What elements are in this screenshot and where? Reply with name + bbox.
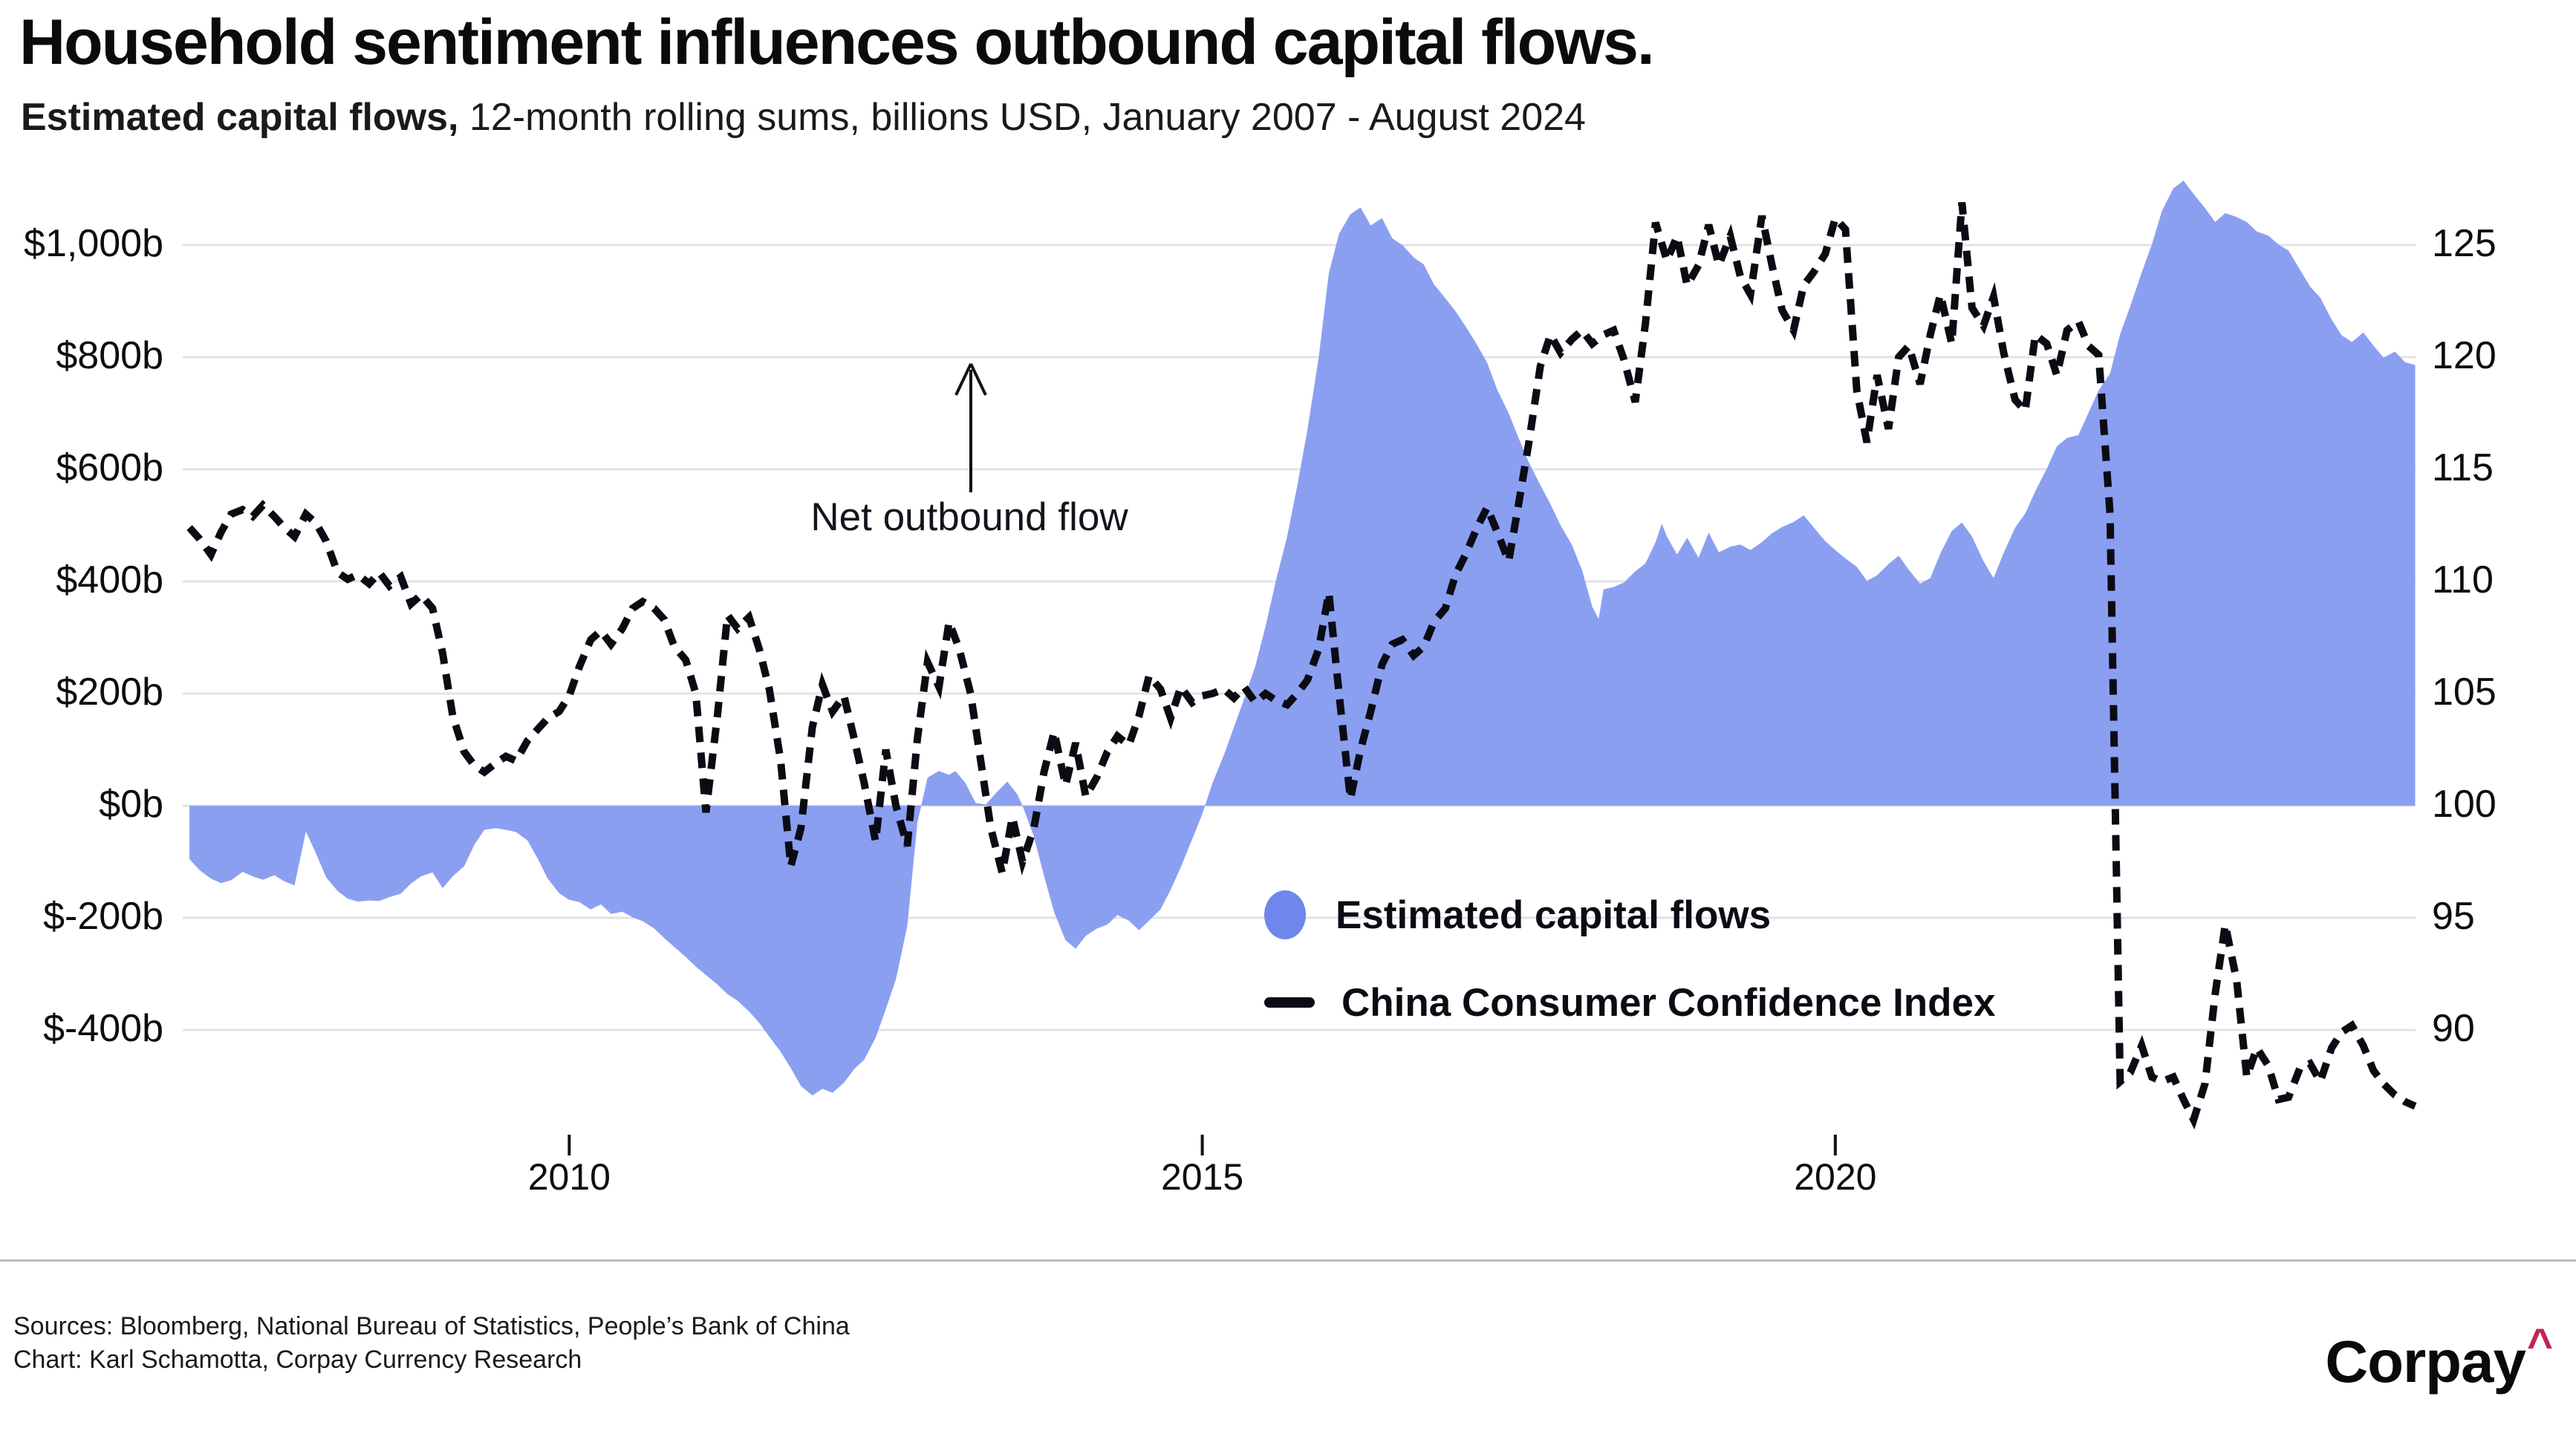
x-axis-label: 2010 (527, 1156, 611, 1198)
x-axis-label: 2020 (1794, 1156, 1877, 1198)
y-axis-label: $600b (56, 446, 163, 489)
source-credits: Sources: Bloomberg, National Bureau of S… (13, 1310, 850, 1377)
chart-subtitle: Estimated capital flows, 12-month rollin… (21, 95, 1586, 140)
y-right-axis-label: 125 (2432, 222, 2497, 265)
y-axis-label: $-200b (43, 895, 163, 938)
subtitle-bold-segment: Estimated capital flows, (21, 96, 459, 139)
legend-label-capital-flows: Estimated capital flows (1336, 893, 1772, 937)
capital-flows-area (189, 180, 2416, 1096)
footer-divider (0, 1259, 2576, 1262)
cci-dashed-line (186, 202, 2417, 1130)
y-right-axis-label: 100 (2432, 783, 2497, 826)
corpay-wordmark: Corpay (2325, 1328, 2526, 1395)
page-title: Household sentiment influences outbound … (19, 7, 1655, 78)
y-right-axis-label: 115 (2432, 446, 2494, 489)
corpay-caret-icon: ^ (2526, 1320, 2553, 1369)
y-right-axis-label: 110 (2432, 558, 2494, 601)
cci-line-swatch-icon (1264, 997, 1315, 1008)
y-axis-label: $800b (56, 334, 163, 377)
legend-item-cci: China Consumer Confidence Index (1264, 973, 1996, 1032)
net-outbound-flow-annotation: Net outbound flow (810, 495, 1128, 539)
subtitle-rest-segment: 12-month rolling sums, billions USD, Jan… (458, 96, 1586, 139)
y-right-axis-label: 105 (2432, 671, 2497, 714)
y-axis-label: $400b (56, 558, 163, 601)
y-axis-label: $200b (56, 671, 163, 714)
y-right-axis-label: 90 (2432, 1007, 2475, 1050)
sources-line: Sources: Bloomberg, National Bureau of S… (13, 1312, 850, 1340)
capital-flows-swatch-icon (1264, 890, 1306, 939)
y-right-axis-label: 120 (2432, 334, 2497, 377)
y-axis-label: $-400b (43, 1007, 163, 1050)
y-axis-label: $1,000b (24, 222, 163, 265)
y-axis-label: $0b (99, 783, 163, 826)
up-arrow-icon (954, 363, 987, 396)
x-axis-label: 2015 (1160, 1156, 1244, 1198)
corpay-logo: Corpay^ (2325, 1320, 2553, 1396)
y-right-axis-label: 95 (2432, 895, 2475, 938)
legend-item-capital-flows: Estimated capital flows (1264, 885, 1996, 945)
legend-label-cci: China Consumer Confidence Index (1341, 980, 1996, 1025)
chart-credit-line: Chart: Karl Schamotta, Corpay Currency R… (13, 1345, 582, 1374)
chart-legend: Estimated capital flows China Consumer C… (1264, 885, 1996, 1060)
